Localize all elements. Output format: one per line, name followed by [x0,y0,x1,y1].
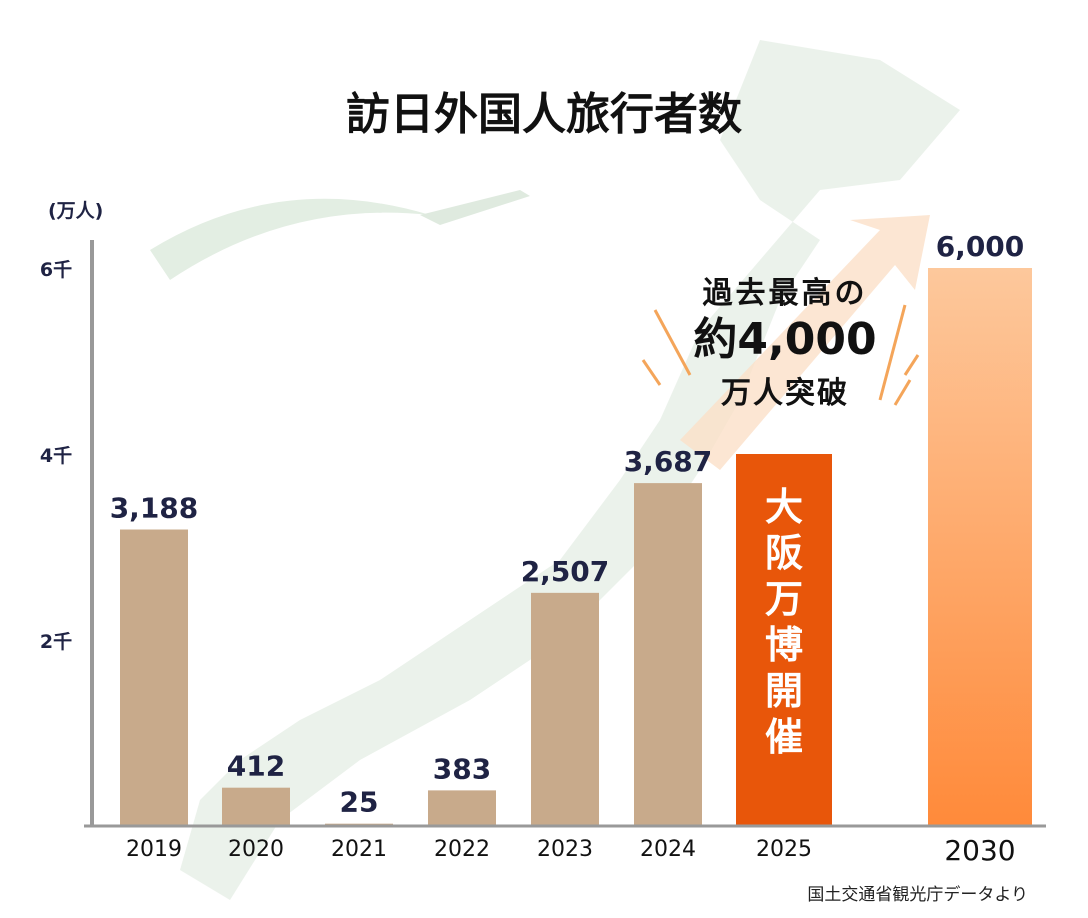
bar-2019 [120,529,188,826]
x-tick-2020: 2020 [228,837,284,862]
y-tick-4000: 4千 [40,445,72,467]
japan-map-silhouette [180,40,960,900]
callout-line-1: 過去最高の [702,276,868,311]
expo-label-char: 阪 [764,531,803,575]
data-label-2023: 2,507 [521,555,610,588]
airplane-icon [420,190,530,225]
y-tick-2000: 2千 [40,631,72,653]
expo-label-char: 開 [764,669,803,713]
swoosh-decoration [150,198,430,280]
expo-label-char: 万 [764,577,803,621]
data-label-2020: 412 [227,750,285,783]
bar-2022 [428,790,496,826]
bar-2025 [736,454,832,826]
expo-bar-label: 大阪万博開催 [736,484,832,760]
growth-arrow [680,215,930,470]
bar-2030 [928,268,1032,826]
bar-2020 [222,787,290,826]
x-tick-2019: 2019 [126,837,182,862]
bar-2023 [531,592,599,826]
bar-2024 [634,483,702,826]
expo-label-char: 大 [764,485,803,529]
data-label-2019: 3,188 [110,492,199,525]
burst-lines [641,304,920,406]
x-tick-2023: 2023 [537,837,593,862]
data-label-2021: 25 [340,786,379,819]
data-label-2022: 383 [433,752,491,785]
x-tick-2025: 2025 [756,837,812,862]
x-tick-2022: 2022 [434,837,490,862]
y-tick-6000: 6千 [40,259,72,281]
expo-label-char: 催 [764,715,803,759]
x-tick-2021: 2021 [331,837,387,862]
data-label-2024: 3,687 [624,445,713,478]
source-note: 国土交通省観光庁データより [807,885,1028,905]
x-tick-2030: 2030 [944,834,1015,867]
callout-line-3: 万人突破 [721,376,849,411]
chart-title: 訪日外国人旅行者数 [346,89,742,140]
data-label-2030: 6,000 [936,230,1025,263]
callout-line-2: 約4,000 [693,314,877,365]
x-tick-2024: 2024 [640,837,696,862]
record-callout: 過去最高の 約4,000 万人突破 [680,268,890,412]
expo-label-char: 博 [764,623,803,667]
y-axis-unit: (万人) [48,200,104,222]
